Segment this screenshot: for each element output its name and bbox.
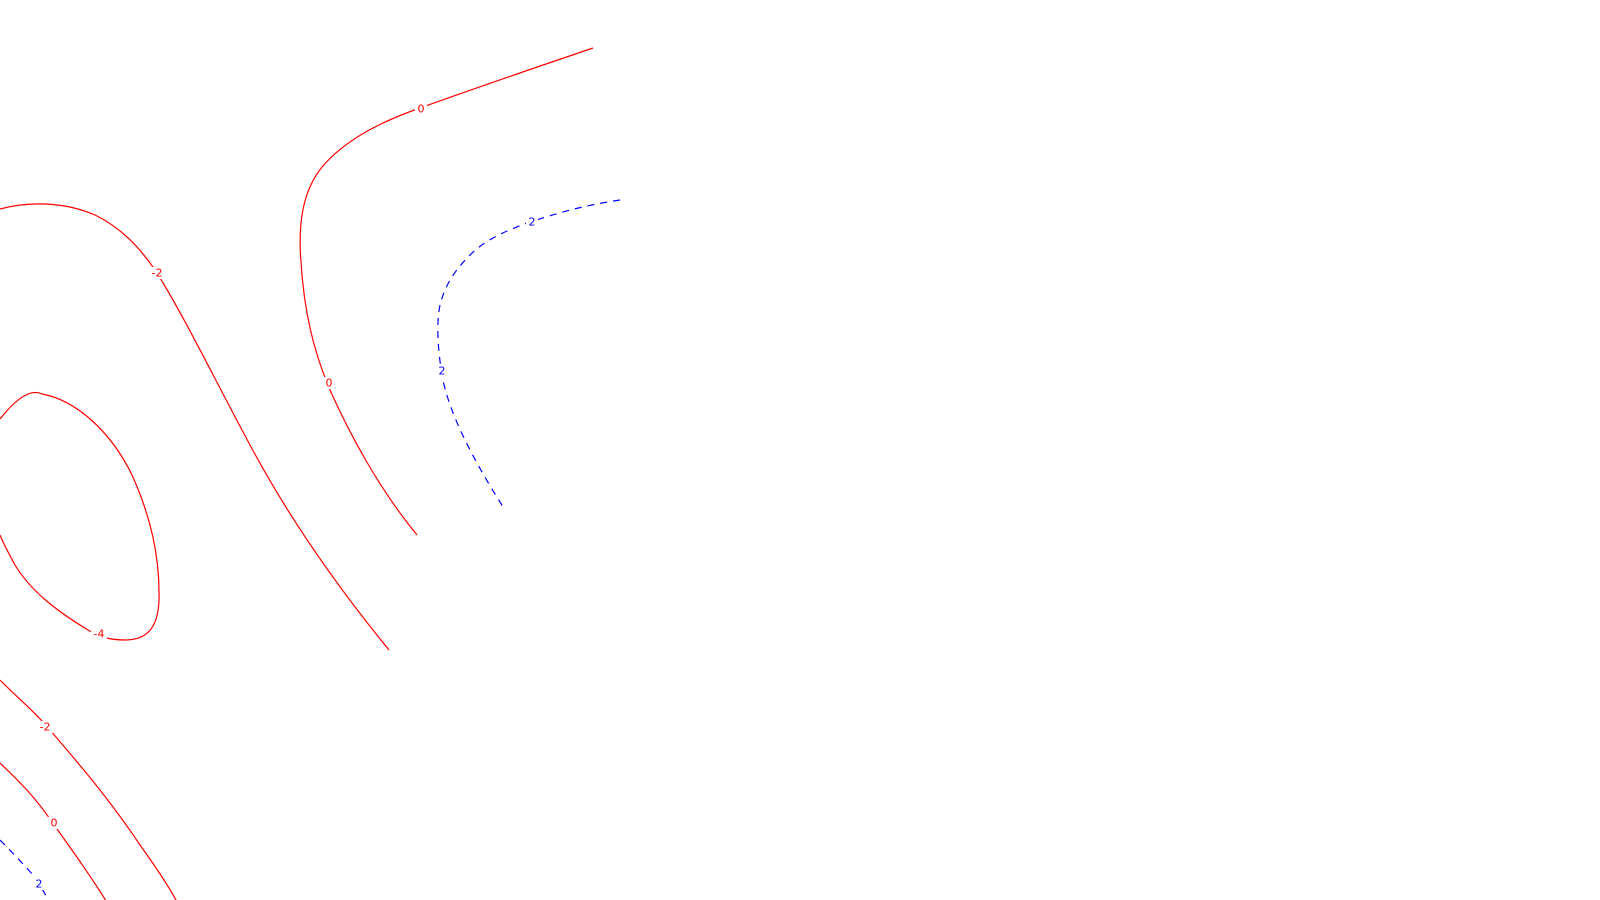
contour-label-text: 2 — [439, 365, 446, 378]
contour-label-text: -4 — [94, 628, 105, 641]
contour-label-text: 0 — [418, 103, 425, 116]
contour-label-zero-lower: 0 — [48, 817, 60, 830]
contour-line-two-lower — [0, 839, 49, 900]
contour-label-two-lower: 2 — [33, 878, 45, 891]
contour-label-zero-upper-mid: 0 — [323, 377, 335, 390]
contour-label-neg2-upper: -2 — [149, 267, 165, 280]
contour-label-text: -2 — [152, 267, 163, 280]
contour-label-two-upper-top: 2 — [526, 216, 538, 229]
contour-label-text: 2 — [36, 878, 43, 891]
contour-label-neg4: -4 — [91, 628, 107, 641]
contour-line-neg2-upper — [0, 203, 390, 651]
contour-line-neg2-lower — [0, 679, 177, 900]
contour-label-two-upper-mid: 2 — [436, 365, 448, 378]
contour-line-neg4 — [0, 391, 160, 641]
contour-line-zero-upper — [299, 47, 594, 536]
contour-label-text: 2 — [529, 216, 536, 229]
contour-label-text: 0 — [326, 377, 333, 390]
contour-label-zero-upper-top: 0 — [415, 103, 427, 116]
contour-label-text: 0 — [51, 817, 58, 830]
contour-label-neg2-lower: -2 — [37, 721, 53, 734]
contour-line-zero-lower — [0, 762, 107, 900]
contour-label-text: -2 — [40, 721, 51, 734]
contour-line-two-upper — [437, 199, 621, 511]
